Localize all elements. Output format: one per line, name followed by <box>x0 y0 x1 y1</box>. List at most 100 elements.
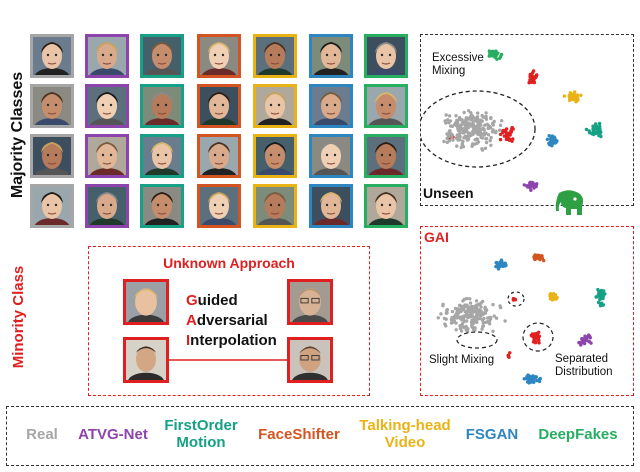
talking-head-point <box>567 94 571 98</box>
real-point <box>466 327 470 331</box>
fsgan-point <box>535 378 539 383</box>
real-point <box>468 297 472 301</box>
unseen-point <box>507 138 511 142</box>
minority-class-label: Minority Class <box>10 265 27 369</box>
real-point <box>475 309 479 313</box>
real-point <box>494 316 499 320</box>
fsgan-point <box>504 263 508 267</box>
face-tile <box>253 34 297 78</box>
real-point <box>456 126 460 130</box>
real-point <box>446 118 450 122</box>
real-point <box>466 329 470 334</box>
real-point <box>476 132 480 137</box>
faceshifter-point <box>542 258 546 263</box>
separated-ellipse-small <box>507 291 525 307</box>
face-tile <box>197 84 241 128</box>
legend-item-label: FSGAN <box>465 426 519 443</box>
talking-head-point <box>574 100 578 104</box>
real-point <box>498 123 503 128</box>
real-point <box>479 313 483 317</box>
real-point <box>447 114 452 118</box>
real-point <box>489 143 493 147</box>
real-point <box>488 315 493 320</box>
real-point <box>465 296 469 301</box>
real-point <box>474 303 478 307</box>
real-point <box>452 122 457 127</box>
real-point <box>471 122 476 127</box>
unknown-approach-box: Unknown Approach Guided Adversarial Inte… <box>88 246 370 396</box>
legend-item-label: FaceShifter <box>258 426 340 443</box>
talking-head-point <box>551 292 556 296</box>
firstorder-point <box>597 121 602 126</box>
real-point <box>484 111 488 115</box>
real-point <box>470 323 474 327</box>
real-point <box>445 311 449 315</box>
gai-word-guided-rest: uided <box>197 292 238 309</box>
unseen-point <box>498 132 503 137</box>
gai-letter-a: A <box>186 312 197 329</box>
real-point <box>471 132 475 136</box>
face-tile <box>30 34 74 78</box>
gai-word-adversarial-rest: dversarial <box>196 312 268 329</box>
real-point <box>450 309 455 314</box>
firstorder-point <box>593 127 597 131</box>
real-point <box>445 308 449 312</box>
real-point <box>475 317 480 321</box>
face-tile <box>253 134 297 178</box>
real-point <box>500 119 504 123</box>
firstorder-point <box>594 295 598 299</box>
talking-head-point <box>575 93 580 97</box>
real-point <box>474 299 479 303</box>
real-point <box>471 308 475 312</box>
gai-word-interpolation-rest: nterpolation <box>190 332 277 349</box>
legend-item-label-line2: Video <box>384 434 426 451</box>
real-point <box>465 129 469 134</box>
face-tile <box>140 184 184 228</box>
slight-mixing-ellipse <box>456 331 498 349</box>
real-point <box>459 329 464 333</box>
real-point <box>455 307 460 311</box>
atvg-point <box>522 183 526 187</box>
fsgan-point <box>499 258 504 262</box>
unknown-approach-title: Unknown Approach <box>163 255 295 271</box>
real-point <box>491 329 495 333</box>
real-point <box>451 138 455 142</box>
real-point <box>491 302 495 307</box>
real-point <box>498 128 502 132</box>
real-point <box>486 126 490 130</box>
gai-scatter <box>436 253 607 385</box>
deepfakes-point <box>495 57 499 61</box>
real-point <box>444 113 448 117</box>
gai-letter-g: G <box>186 292 198 309</box>
real-point <box>484 117 489 121</box>
real-point <box>459 145 463 150</box>
real-point <box>471 120 475 124</box>
excessive-label: Excessive <box>432 52 484 64</box>
real-point <box>464 116 468 120</box>
real-point <box>470 318 474 322</box>
unseen-point <box>510 126 514 131</box>
real-point <box>449 321 454 325</box>
face-tile <box>309 34 353 78</box>
real-point <box>456 133 460 137</box>
gai-label: GAI <box>424 229 449 245</box>
legend-item-label: FirstOrder <box>164 417 238 434</box>
deepfakes-point <box>491 52 496 56</box>
real-point <box>469 114 473 119</box>
firstorder-point <box>598 297 602 302</box>
real-point <box>484 137 488 141</box>
real-point <box>469 117 473 122</box>
unseen-scatter <box>421 49 603 192</box>
unseen-point <box>531 78 535 83</box>
atvg-point <box>584 338 589 342</box>
unseen-point <box>531 69 536 73</box>
real-point <box>472 127 476 132</box>
real-point <box>442 139 446 144</box>
real-point <box>439 312 443 316</box>
atvg-point <box>577 340 581 345</box>
generated-face-bottom <box>287 337 333 383</box>
atvg-point <box>527 183 531 187</box>
firstorder-point <box>593 122 598 126</box>
gai-point <box>537 341 541 345</box>
real-point <box>480 136 485 140</box>
